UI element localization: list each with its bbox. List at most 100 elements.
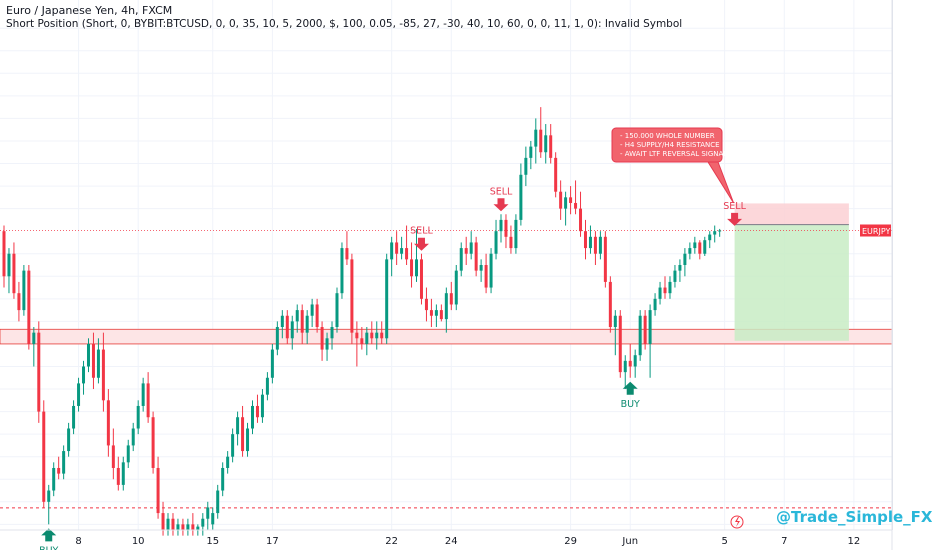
candle-body bbox=[91, 343, 95, 378]
candle-body bbox=[633, 355, 637, 367]
candle-body bbox=[350, 259, 354, 333]
candle bbox=[340, 242, 344, 299]
candle-body bbox=[489, 253, 493, 288]
candle bbox=[216, 484, 220, 519]
candle-body bbox=[623, 360, 627, 373]
candle bbox=[539, 107, 543, 158]
candle-body bbox=[305, 315, 309, 333]
candle bbox=[12, 242, 16, 299]
candle-body bbox=[121, 462, 125, 485]
candle-body bbox=[613, 315, 617, 328]
candle bbox=[77, 377, 81, 412]
candle bbox=[415, 228, 419, 282]
candle bbox=[82, 360, 86, 395]
candle bbox=[176, 518, 180, 536]
candle bbox=[121, 456, 125, 491]
candle bbox=[673, 265, 677, 288]
candle-body bbox=[464, 248, 468, 254]
candle bbox=[703, 236, 707, 256]
candle-body bbox=[216, 490, 220, 514]
sell-signal-label: SELL bbox=[490, 186, 513, 197]
candle-body bbox=[678, 265, 682, 271]
time-tick-label: 17 bbox=[266, 536, 279, 547]
candle-body bbox=[449, 293, 453, 305]
candle-body bbox=[658, 287, 662, 299]
candle-body bbox=[424, 298, 428, 311]
candle bbox=[325, 332, 329, 361]
candle-body bbox=[32, 332, 36, 344]
candle bbox=[146, 372, 150, 423]
candle-body bbox=[519, 174, 523, 220]
candle-body bbox=[265, 377, 269, 395]
candle bbox=[2, 225, 6, 288]
candle bbox=[345, 231, 349, 265]
candle bbox=[633, 349, 637, 378]
candle-body bbox=[534, 129, 538, 147]
callout-line: - H4 SUPPLY/H4 RESISTANCE bbox=[620, 141, 720, 149]
candle bbox=[400, 236, 404, 260]
price-axis[interactable] bbox=[892, 0, 932, 530]
candle bbox=[22, 265, 26, 316]
candle bbox=[683, 248, 687, 277]
candle bbox=[504, 214, 508, 249]
candle-body bbox=[251, 405, 254, 429]
candle-body bbox=[126, 445, 130, 463]
candle-body bbox=[191, 524, 195, 530]
candle-body bbox=[648, 310, 652, 344]
candle-body bbox=[141, 383, 145, 406]
candle bbox=[186, 518, 190, 536]
candle bbox=[668, 276, 672, 299]
candle-body bbox=[355, 332, 359, 339]
callout-line: - 150.000 WHOLE NUMBER bbox=[620, 132, 715, 140]
candle bbox=[598, 231, 602, 260]
candle bbox=[126, 439, 130, 468]
candle bbox=[559, 180, 563, 220]
candle-body bbox=[340, 248, 344, 294]
candle-body bbox=[708, 234, 712, 241]
sell-signal-label: SELL bbox=[723, 201, 746, 212]
candle-body bbox=[315, 304, 319, 328]
candle bbox=[350, 253, 354, 344]
candle-body bbox=[643, 315, 647, 344]
candle-body bbox=[226, 456, 230, 468]
candle-body bbox=[27, 270, 31, 344]
candle-body bbox=[698, 242, 702, 254]
candle bbox=[320, 321, 324, 361]
candle bbox=[201, 513, 205, 536]
time-tick-label: 12 bbox=[848, 536, 861, 547]
candle-body bbox=[221, 467, 225, 491]
candle bbox=[449, 281, 453, 311]
candle bbox=[385, 253, 389, 344]
candle-body bbox=[196, 526, 200, 530]
candle bbox=[246, 422, 250, 457]
candle bbox=[360, 327, 364, 350]
candle bbox=[549, 124, 553, 164]
candle bbox=[161, 501, 165, 536]
candle-body bbox=[151, 417, 155, 468]
candle bbox=[136, 400, 140, 435]
flash-icon bbox=[730, 515, 744, 529]
candle-body bbox=[688, 248, 692, 254]
candle bbox=[206, 501, 210, 530]
candle bbox=[226, 451, 230, 474]
candle bbox=[221, 462, 225, 497]
candle bbox=[280, 310, 284, 339]
candle bbox=[603, 231, 607, 288]
candle-body bbox=[360, 338, 364, 344]
candle bbox=[588, 225, 592, 254]
candle bbox=[32, 327, 36, 367]
candle bbox=[156, 456, 160, 519]
candle-body bbox=[17, 293, 21, 311]
candle bbox=[489, 248, 493, 294]
candle-body bbox=[171, 518, 175, 530]
watermark: @Trade_Simple_FX bbox=[776, 508, 932, 526]
candle bbox=[454, 265, 458, 311]
time-tick-label: 24 bbox=[445, 536, 458, 547]
candle bbox=[524, 146, 528, 187]
candle-body bbox=[201, 518, 205, 527]
candle bbox=[464, 236, 468, 265]
candle bbox=[469, 231, 473, 260]
time-tick-label: 10 bbox=[132, 536, 145, 547]
candle-body bbox=[638, 315, 642, 356]
